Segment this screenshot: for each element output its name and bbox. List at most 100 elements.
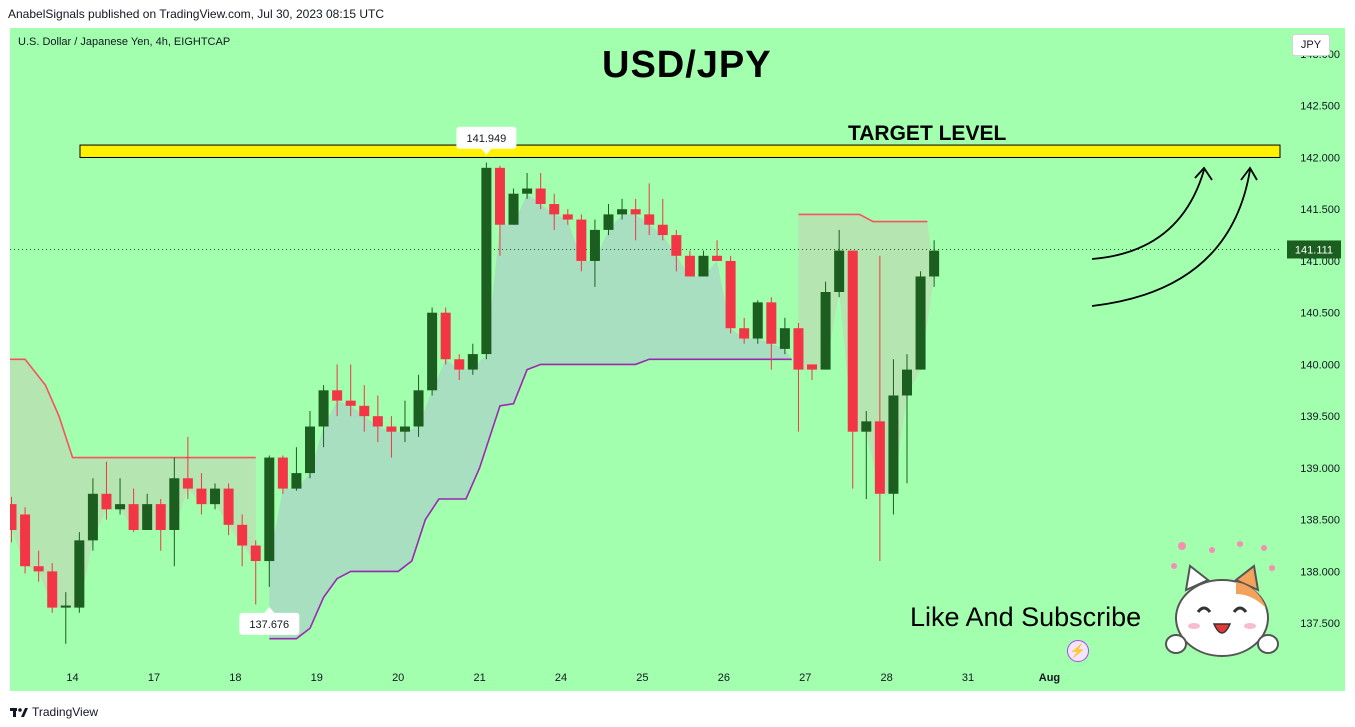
candle-body xyxy=(902,369,912,396)
y-tick-label: 141.500 xyxy=(1300,204,1340,216)
candle-body xyxy=(739,328,750,339)
currency-button[interactable]: JPY xyxy=(1292,34,1330,56)
candle-body xyxy=(535,188,546,205)
x-tick-label: 28 xyxy=(881,672,893,684)
candle-body xyxy=(291,473,302,489)
candle-body xyxy=(793,328,804,370)
candle xyxy=(454,354,465,380)
candle xyxy=(467,343,478,375)
candle-body xyxy=(671,235,682,256)
candle-body xyxy=(182,478,193,489)
candle xyxy=(902,354,912,484)
candle-body xyxy=(861,421,872,432)
candle-body xyxy=(169,478,180,530)
candle xyxy=(861,411,872,499)
y-tick-label: 139.000 xyxy=(1300,463,1340,475)
chart-panel[interactable]: 141.949137.676143.000142.500142.000141.5… xyxy=(10,28,1345,691)
candle xyxy=(779,317,790,355)
candle xyxy=(847,250,858,489)
candle-body xyxy=(888,395,899,494)
candle xyxy=(399,400,410,443)
candle xyxy=(20,507,31,574)
candle xyxy=(834,229,845,298)
candle xyxy=(440,307,451,365)
candle xyxy=(712,240,723,261)
y-tick-label: 140.500 xyxy=(1300,308,1340,320)
candle-body xyxy=(454,359,465,370)
candle-body xyxy=(725,260,736,329)
candle-body xyxy=(318,390,329,427)
forecast-arrow-1-head xyxy=(1194,166,1213,181)
cloud-fill-right xyxy=(798,214,935,494)
footer-logo[interactable]: TradingView xyxy=(10,697,98,727)
candle xyxy=(807,364,818,380)
candle xyxy=(589,219,600,287)
candle-body xyxy=(10,504,17,530)
candle-body xyxy=(684,255,695,277)
candle xyxy=(644,183,655,236)
low-price-label-box xyxy=(239,612,300,635)
candle xyxy=(210,483,221,510)
candle xyxy=(264,455,275,587)
candle-body xyxy=(440,312,451,360)
candle-body xyxy=(549,204,560,215)
candle xyxy=(603,204,614,236)
candle xyxy=(386,416,397,458)
candle-body xyxy=(250,545,261,562)
high-price-label-text: 141.949 xyxy=(467,133,507,145)
candle-body xyxy=(74,540,85,608)
candle xyxy=(874,255,885,562)
y-tick-label: 142.000 xyxy=(1300,152,1340,164)
x-tick-label: 27 xyxy=(799,672,811,684)
candle xyxy=(115,478,126,515)
candle-body xyxy=(657,224,668,236)
candle xyxy=(60,592,71,644)
candle-body xyxy=(332,390,343,401)
cloud-lower-line xyxy=(269,358,792,640)
cloud-fill-left xyxy=(10,359,256,608)
cat-mascot-icon xyxy=(1165,541,1279,657)
lightning-bolt-icon[interactable]: ⚡ xyxy=(1067,640,1089,662)
candle xyxy=(820,281,831,370)
candle-body xyxy=(576,219,587,261)
target-level-band xyxy=(79,144,1281,158)
candle-body xyxy=(128,504,139,530)
candle-body xyxy=(617,209,628,215)
low-price-label-pointer xyxy=(264,606,275,613)
candle xyxy=(182,436,193,499)
candle xyxy=(250,540,261,605)
candle-body xyxy=(603,214,614,230)
candle xyxy=(413,374,424,437)
high-price-label-pointer xyxy=(481,148,492,155)
forecast-arrow-2 xyxy=(1091,169,1251,307)
candle xyxy=(87,478,98,551)
candle xyxy=(481,162,492,360)
x-tick-label: Aug xyxy=(1039,672,1060,684)
symbol-description: U.S. Dollar / Japanese Yen, 4h, EIGHTCAP xyxy=(18,36,231,48)
candle xyxy=(793,323,804,432)
footer-brand: TradingView xyxy=(32,705,99,719)
candle xyxy=(508,188,519,225)
candle xyxy=(33,550,44,582)
candle xyxy=(277,455,288,494)
low-price-label-text: 137.676 xyxy=(249,619,289,631)
footer: TradingView xyxy=(0,697,1355,727)
high-price-label-box xyxy=(456,126,517,149)
candle-body xyxy=(196,488,207,505)
candle-body xyxy=(60,605,71,608)
candle xyxy=(128,488,139,533)
tradingview-logo-icon xyxy=(10,708,28,717)
x-tick-label: 18 xyxy=(229,672,241,684)
candle xyxy=(318,385,329,448)
candle xyxy=(562,209,573,225)
x-tick-label: 24 xyxy=(555,672,567,684)
candle xyxy=(576,214,587,272)
candle-body xyxy=(834,250,845,292)
candlestick-chart[interactable]: 141.949137.676143.000142.500142.000141.5… xyxy=(10,28,1345,691)
candle-body xyxy=(847,250,858,432)
candle xyxy=(332,364,343,417)
candle-body xyxy=(210,488,221,505)
candle-body xyxy=(386,426,397,432)
x-tick-label: 19 xyxy=(311,672,323,684)
candle xyxy=(223,483,234,536)
